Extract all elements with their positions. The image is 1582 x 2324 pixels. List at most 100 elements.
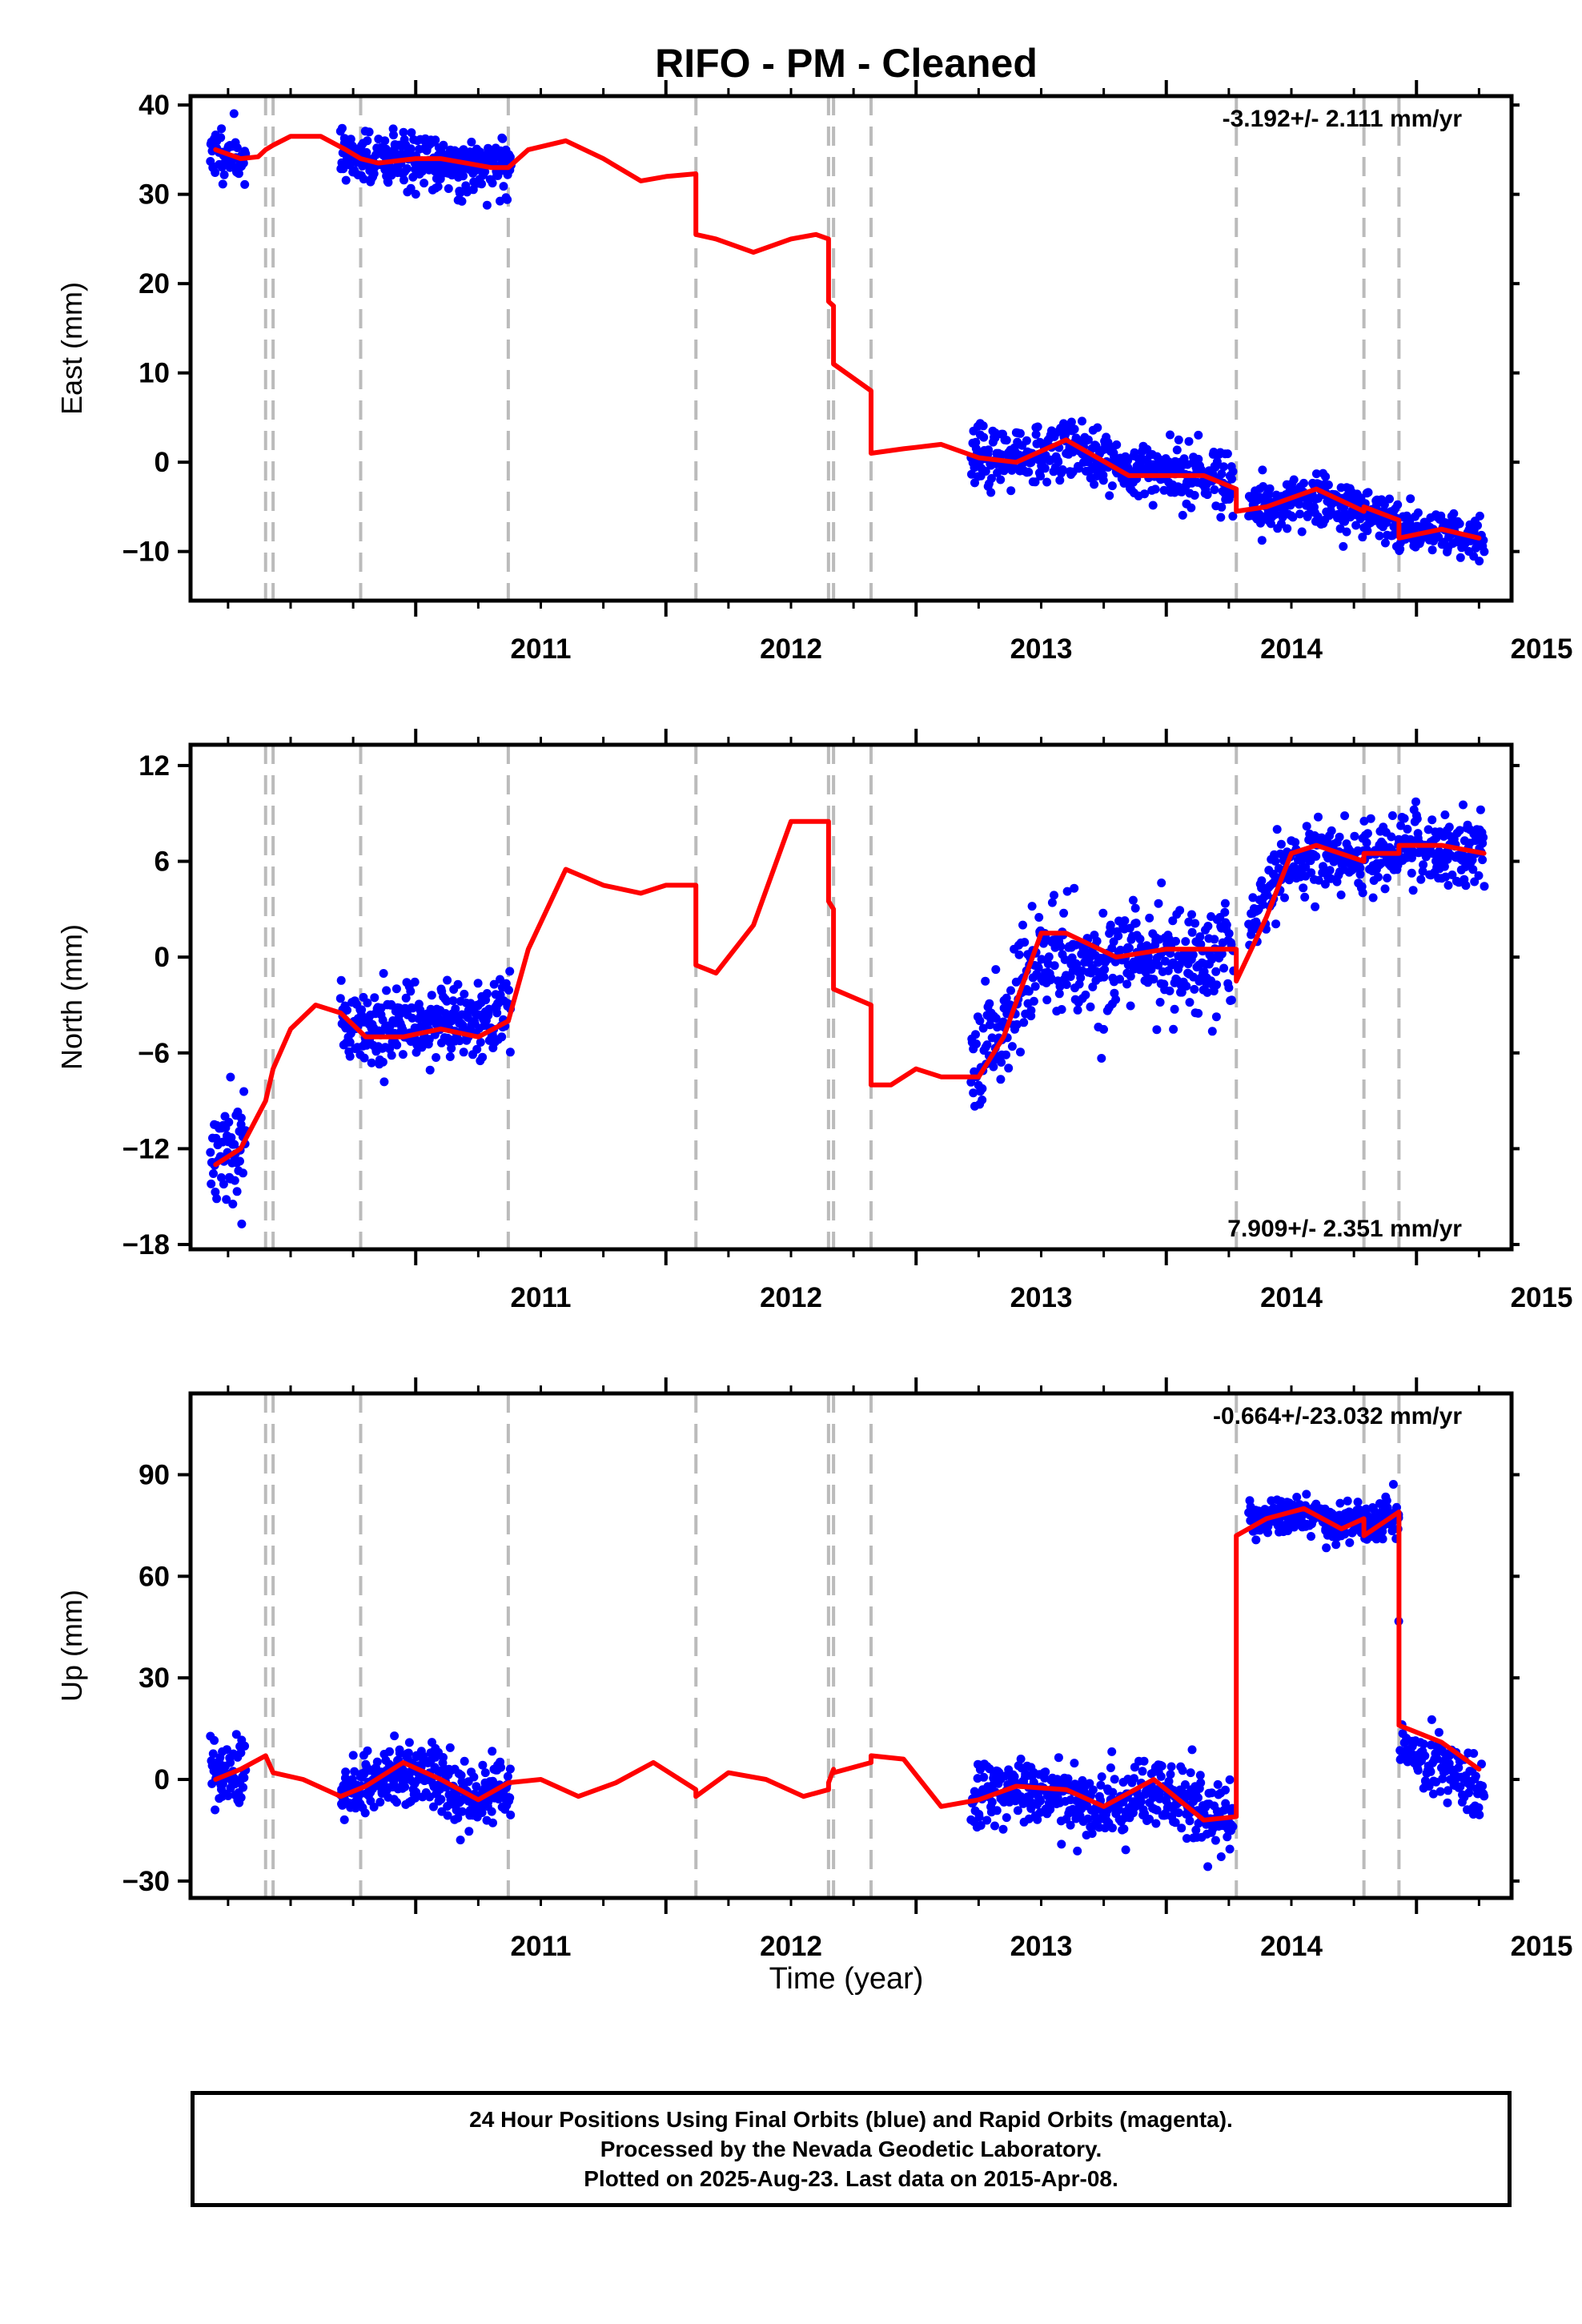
data-point — [1383, 873, 1392, 883]
x-tick-label: 2011 — [511, 1282, 572, 1313]
data-point — [1016, 1755, 1026, 1763]
data-point — [399, 127, 408, 137]
data-point — [1070, 1759, 1079, 1768]
data-point — [1313, 512, 1323, 521]
x-tick-label: 2011 — [511, 633, 572, 665]
data-point — [1063, 1774, 1073, 1783]
data-point — [1186, 503, 1196, 513]
data-point — [996, 1075, 1006, 1084]
data-point — [1195, 932, 1205, 942]
data-point — [1275, 849, 1285, 858]
data-point — [359, 1053, 369, 1063]
data-point — [1332, 877, 1342, 887]
data-point — [1210, 935, 1219, 944]
data-point — [1212, 457, 1222, 466]
y-tick-label: 12 — [139, 750, 170, 782]
data-point — [979, 432, 989, 442]
data-point — [1311, 851, 1321, 861]
model-fit-line — [213, 1506, 1482, 1823]
data-point — [1145, 1815, 1154, 1823]
data-point — [209, 1169, 218, 1178]
data-point — [506, 1810, 516, 1819]
data-point — [992, 1806, 1002, 1815]
data-point — [1056, 942, 1066, 951]
data-point — [385, 1747, 394, 1756]
data-point — [230, 1176, 239, 1185]
data-point — [1098, 908, 1108, 918]
data-point — [1138, 1767, 1147, 1776]
data-point — [1355, 870, 1365, 879]
data-point — [1223, 449, 1232, 459]
data-point — [383, 178, 393, 187]
data-point — [436, 1795, 446, 1804]
data-point — [425, 1065, 435, 1075]
data-point — [1480, 1791, 1489, 1801]
data-point — [348, 1751, 358, 1760]
data-point — [218, 179, 227, 189]
data-point — [1314, 875, 1323, 885]
data-point — [1196, 1778, 1206, 1787]
data-points-east — [1244, 465, 1489, 566]
data-point — [337, 123, 347, 133]
panel-frame — [188, 742, 1514, 1252]
data-point — [1468, 865, 1478, 875]
data-point — [372, 1757, 382, 1767]
data-point — [1016, 1047, 1025, 1057]
data-point — [1455, 519, 1464, 529]
data-point — [1033, 1815, 1042, 1824]
data-point — [1047, 898, 1057, 907]
data-point — [1219, 963, 1229, 973]
data-point — [1002, 993, 1011, 1003]
data-point — [1416, 875, 1426, 884]
data-point — [355, 1790, 364, 1799]
data-point — [240, 1741, 250, 1751]
figure-title: RIFO - PM - Cleaned — [655, 41, 1038, 86]
data-point — [401, 993, 411, 1003]
footer-note: 24 Hour Positions Using Final Orbits (bl… — [191, 2091, 1512, 2207]
y-tick-label: −10 — [122, 537, 170, 568]
data-point — [1055, 982, 1065, 991]
data-point — [1291, 838, 1300, 847]
data-point — [1058, 465, 1067, 474]
data-point — [480, 167, 490, 176]
data-point — [1126, 971, 1135, 981]
data-point — [1475, 1810, 1484, 1819]
data-point — [1419, 1739, 1428, 1749]
data-point — [969, 1088, 978, 1098]
x-tick-label: 2013 — [1010, 1931, 1073, 1962]
data-point — [1307, 868, 1316, 878]
data-point — [451, 1004, 460, 1014]
data-point — [1222, 920, 1231, 930]
x-tick-label: 2011 — [511, 1931, 572, 1962]
data-point — [1037, 955, 1046, 964]
data-point — [1219, 462, 1228, 472]
data-point — [441, 1009, 451, 1018]
data-point — [991, 965, 1001, 975]
data-point — [408, 172, 418, 182]
data-points-north — [1244, 797, 1489, 950]
data-point — [1216, 1852, 1226, 1861]
data-point — [1156, 1771, 1166, 1781]
data-point — [222, 1195, 231, 1204]
data-point — [237, 1219, 247, 1228]
data-point — [1161, 956, 1170, 966]
data-point — [398, 1050, 408, 1059]
data-point — [492, 1008, 502, 1018]
plot-area-north — [206, 745, 1489, 1249]
data-point — [453, 1813, 463, 1823]
data-point — [1257, 536, 1267, 545]
data-point — [477, 1808, 487, 1817]
data-point — [240, 179, 250, 189]
data-point — [1135, 935, 1145, 944]
data-point — [1322, 1543, 1331, 1553]
data-point — [1228, 1822, 1238, 1831]
data-point — [1098, 476, 1108, 485]
data-point — [981, 467, 990, 476]
data-point — [1092, 936, 1102, 946]
data-point — [1170, 1818, 1180, 1827]
data-point — [1271, 856, 1280, 866]
data-point — [1407, 853, 1416, 862]
x-tick-label: 2014 — [1260, 1931, 1323, 1962]
panel-north: 12 6 0 −6 −12 −18 2011 2012 2013 2014 2015 North (m… — [55, 729, 1572, 1313]
data-point — [1155, 998, 1165, 1007]
